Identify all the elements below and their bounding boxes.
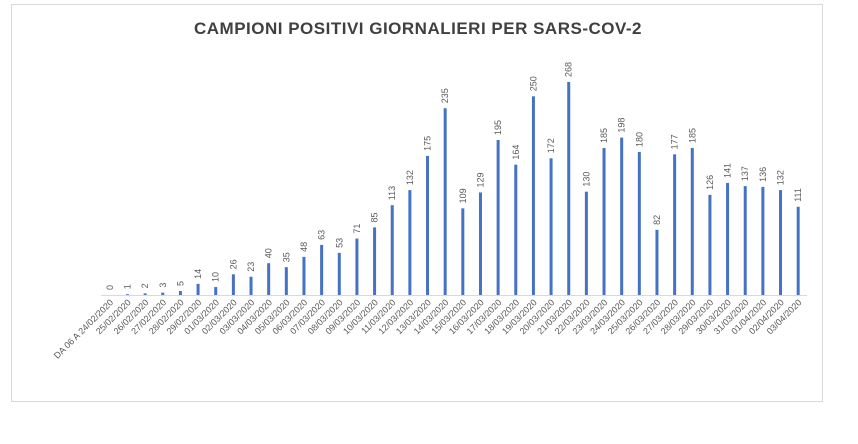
data-label: 198 (617, 118, 627, 133)
data-label: 180 (634, 132, 644, 147)
bar (390, 205, 394, 295)
data-label: 35 (281, 252, 291, 262)
bar (461, 208, 465, 295)
data-label: 26 (228, 259, 238, 269)
bar (355, 238, 359, 295)
bar (196, 283, 200, 295)
bar (514, 164, 518, 295)
data-label: 250 (528, 76, 538, 91)
bar (496, 140, 500, 295)
data-label: 111 (793, 188, 803, 202)
bar (161, 292, 165, 295)
bar (690, 147, 694, 295)
data-label: 126 (705, 175, 715, 190)
data-label: 23 (246, 262, 256, 272)
bar (779, 190, 783, 295)
data-label: 63 (317, 230, 327, 240)
bar (567, 82, 571, 295)
data-label: 82 (652, 215, 662, 225)
data-label: 5 (175, 281, 185, 286)
bar (337, 252, 341, 295)
data-label: 185 (687, 128, 697, 143)
data-label: 113 (387, 186, 397, 200)
bar (302, 256, 306, 295)
data-label: 53 (334, 238, 344, 248)
bar (637, 151, 641, 295)
bar (284, 267, 288, 295)
data-label: 136 (758, 167, 768, 182)
data-label: 85 (370, 212, 380, 222)
data-label: 10 (211, 272, 221, 282)
bar (231, 274, 235, 295)
bar (478, 192, 482, 295)
bar (125, 294, 129, 295)
bar (373, 227, 377, 295)
data-label: 1 (122, 284, 132, 289)
chart-title: CAMPIONI POSITIVI GIORNALIERI PER SARS-C… (194, 19, 642, 38)
data-label: 2 (140, 283, 150, 288)
bar (249, 276, 253, 295)
data-label: 137 (740, 166, 750, 181)
bar (267, 263, 271, 295)
bar (426, 155, 430, 295)
data-label: 172 (546, 138, 556, 153)
bar (178, 291, 182, 295)
data-label: 71 (352, 224, 362, 234)
bar (726, 182, 730, 295)
data-label: 48 (299, 242, 309, 252)
data-label: 129 (475, 172, 485, 187)
bar (743, 186, 747, 295)
data-label: 141 (723, 163, 733, 178)
data-label: 132 (405, 170, 415, 185)
bar (214, 287, 218, 295)
bar (708, 194, 712, 295)
bar (620, 137, 624, 295)
data-label: 130 (581, 172, 591, 187)
bar (602, 147, 606, 295)
bar (584, 191, 588, 295)
data-label: 109 (458, 188, 468, 203)
bar (655, 229, 659, 295)
data-label: 14 (193, 269, 203, 279)
bar (761, 186, 765, 295)
bar (143, 293, 147, 295)
data-label: 40 (264, 248, 274, 258)
data-label: 177 (670, 134, 680, 149)
bar (673, 154, 677, 295)
data-label: 175 (423, 136, 433, 151)
data-label: 185 (599, 128, 609, 143)
bar (796, 206, 800, 295)
data-label: 268 (564, 62, 574, 77)
data-label: 132 (776, 170, 786, 185)
bar (443, 108, 447, 295)
chart-plot: 0DA 06 A 24/02/2020125/02/2020226/02/202… (52, 62, 807, 361)
chart-container: CAMPIONI POSITIVI GIORNALIERI PER SARS-C… (11, 4, 823, 402)
data-label: 195 (493, 120, 503, 135)
data-label: 235 (440, 88, 450, 103)
bar (320, 244, 324, 295)
bar (531, 96, 535, 295)
data-label: 3 (158, 283, 168, 288)
bar (549, 158, 553, 295)
data-label: 164 (511, 145, 521, 160)
bar (408, 190, 412, 295)
data-label: 0 (105, 285, 115, 290)
